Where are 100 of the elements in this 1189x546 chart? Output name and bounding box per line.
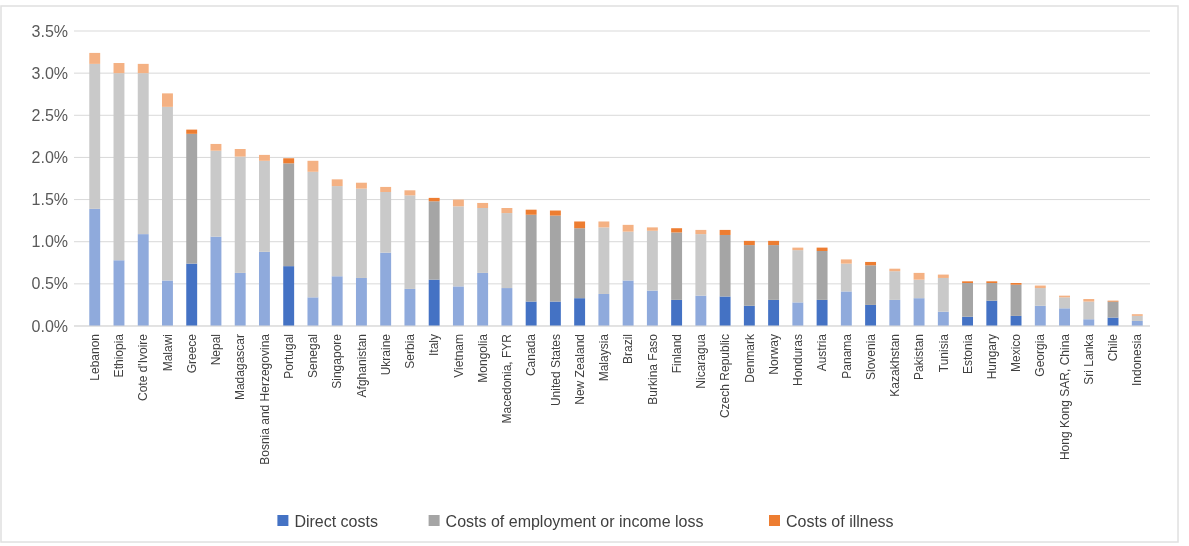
x-tick-label: Afghanistan xyxy=(354,334,369,398)
x-tick-label: Malaysia xyxy=(597,333,612,382)
legend-label: Costs of illness xyxy=(786,512,894,530)
x-tick-label: Burkina Faso xyxy=(645,333,660,405)
bar xyxy=(162,106,173,281)
bar xyxy=(355,188,367,278)
bar xyxy=(549,210,561,216)
bar xyxy=(428,201,440,280)
bar xyxy=(1083,301,1095,320)
bar xyxy=(840,263,852,292)
bar xyxy=(501,213,513,289)
x-tick-label: Madagascar xyxy=(233,334,248,401)
x-tick-label: United States xyxy=(548,334,563,407)
bar xyxy=(962,283,974,317)
bar xyxy=(792,250,804,303)
bar xyxy=(331,276,343,326)
x-tick-label: Italy xyxy=(427,334,442,357)
bar xyxy=(477,202,489,208)
x-tick-label: Greece xyxy=(184,333,199,374)
bar xyxy=(695,229,707,235)
bar xyxy=(331,179,343,187)
bar xyxy=(210,150,222,237)
bar xyxy=(355,182,367,189)
legend-label: Direct costs xyxy=(294,512,378,530)
bar xyxy=(404,195,416,289)
bar xyxy=(646,227,658,231)
x-tick-label: Czech Republic xyxy=(718,334,733,419)
bar xyxy=(452,206,464,287)
bar xyxy=(89,63,101,209)
bar xyxy=(598,227,610,294)
bar xyxy=(671,232,683,300)
x-tick-label: Senegal xyxy=(306,334,321,379)
bar xyxy=(913,272,925,280)
bar xyxy=(1059,297,1070,309)
x-tick-label: Canada xyxy=(524,333,539,377)
bar xyxy=(937,277,949,312)
x-tick-label: Macedonia, FYR xyxy=(500,333,515,424)
bar xyxy=(234,156,246,273)
x-tick-label: Georgia xyxy=(1033,333,1048,377)
x-tick-label: Slovenia xyxy=(863,333,878,381)
x-tick-label: Hong Kong SAR, China xyxy=(1057,333,1072,461)
bar xyxy=(525,301,537,326)
x-tick-label: Singapore xyxy=(330,333,345,389)
bar xyxy=(622,280,634,326)
bar xyxy=(646,230,658,291)
bar xyxy=(622,224,634,232)
bar xyxy=(1059,308,1070,326)
x-tick-label: Ukraine xyxy=(378,333,393,376)
bar xyxy=(162,93,173,107)
bar xyxy=(283,266,295,326)
x-tick-label: Finland xyxy=(669,334,684,374)
bar xyxy=(913,298,925,326)
bar xyxy=(986,283,998,301)
bar xyxy=(1010,315,1022,326)
bar xyxy=(549,301,561,326)
bar xyxy=(574,228,586,299)
bar xyxy=(258,160,270,252)
bar xyxy=(258,154,270,161)
bar xyxy=(186,263,198,326)
bar xyxy=(501,208,513,214)
bar xyxy=(89,52,101,64)
bar xyxy=(283,163,295,267)
bar xyxy=(477,208,489,273)
x-tick-label: Lebanon xyxy=(87,334,102,381)
x-tick-label: Estonia xyxy=(960,333,975,375)
bar xyxy=(234,149,246,157)
y-tick-label: 1.5% xyxy=(31,191,68,209)
bar xyxy=(162,280,173,326)
bar xyxy=(1107,301,1119,318)
bar xyxy=(549,215,561,302)
bar xyxy=(452,286,464,326)
bar xyxy=(1010,284,1022,316)
bar xyxy=(186,133,198,264)
bar xyxy=(1083,299,1095,302)
bar xyxy=(646,290,658,326)
bar xyxy=(743,305,755,326)
bar xyxy=(355,277,367,326)
x-tick-label: Kazakhstan xyxy=(888,334,903,397)
x-tick-label: Malawi xyxy=(160,334,175,372)
bar xyxy=(792,302,804,326)
x-tick-label: Panama xyxy=(839,333,854,379)
bar xyxy=(719,296,731,326)
bar xyxy=(501,288,513,326)
bar xyxy=(1034,305,1046,326)
bar xyxy=(307,297,319,326)
x-tick-label: Tunisia xyxy=(936,333,951,373)
bar xyxy=(477,272,489,326)
y-tick-label: 3.5% xyxy=(31,22,68,40)
bar xyxy=(671,299,683,326)
y-tick-label: 0.0% xyxy=(31,317,68,335)
bar xyxy=(840,291,852,326)
bar xyxy=(986,300,998,326)
bar xyxy=(937,311,949,326)
x-tick-label: Honduras xyxy=(791,334,806,387)
bar xyxy=(695,295,707,326)
bar xyxy=(768,240,780,246)
bar xyxy=(816,250,828,300)
y-tick-label: 1.0% xyxy=(31,233,68,251)
bar xyxy=(743,240,755,246)
bar xyxy=(380,186,392,192)
